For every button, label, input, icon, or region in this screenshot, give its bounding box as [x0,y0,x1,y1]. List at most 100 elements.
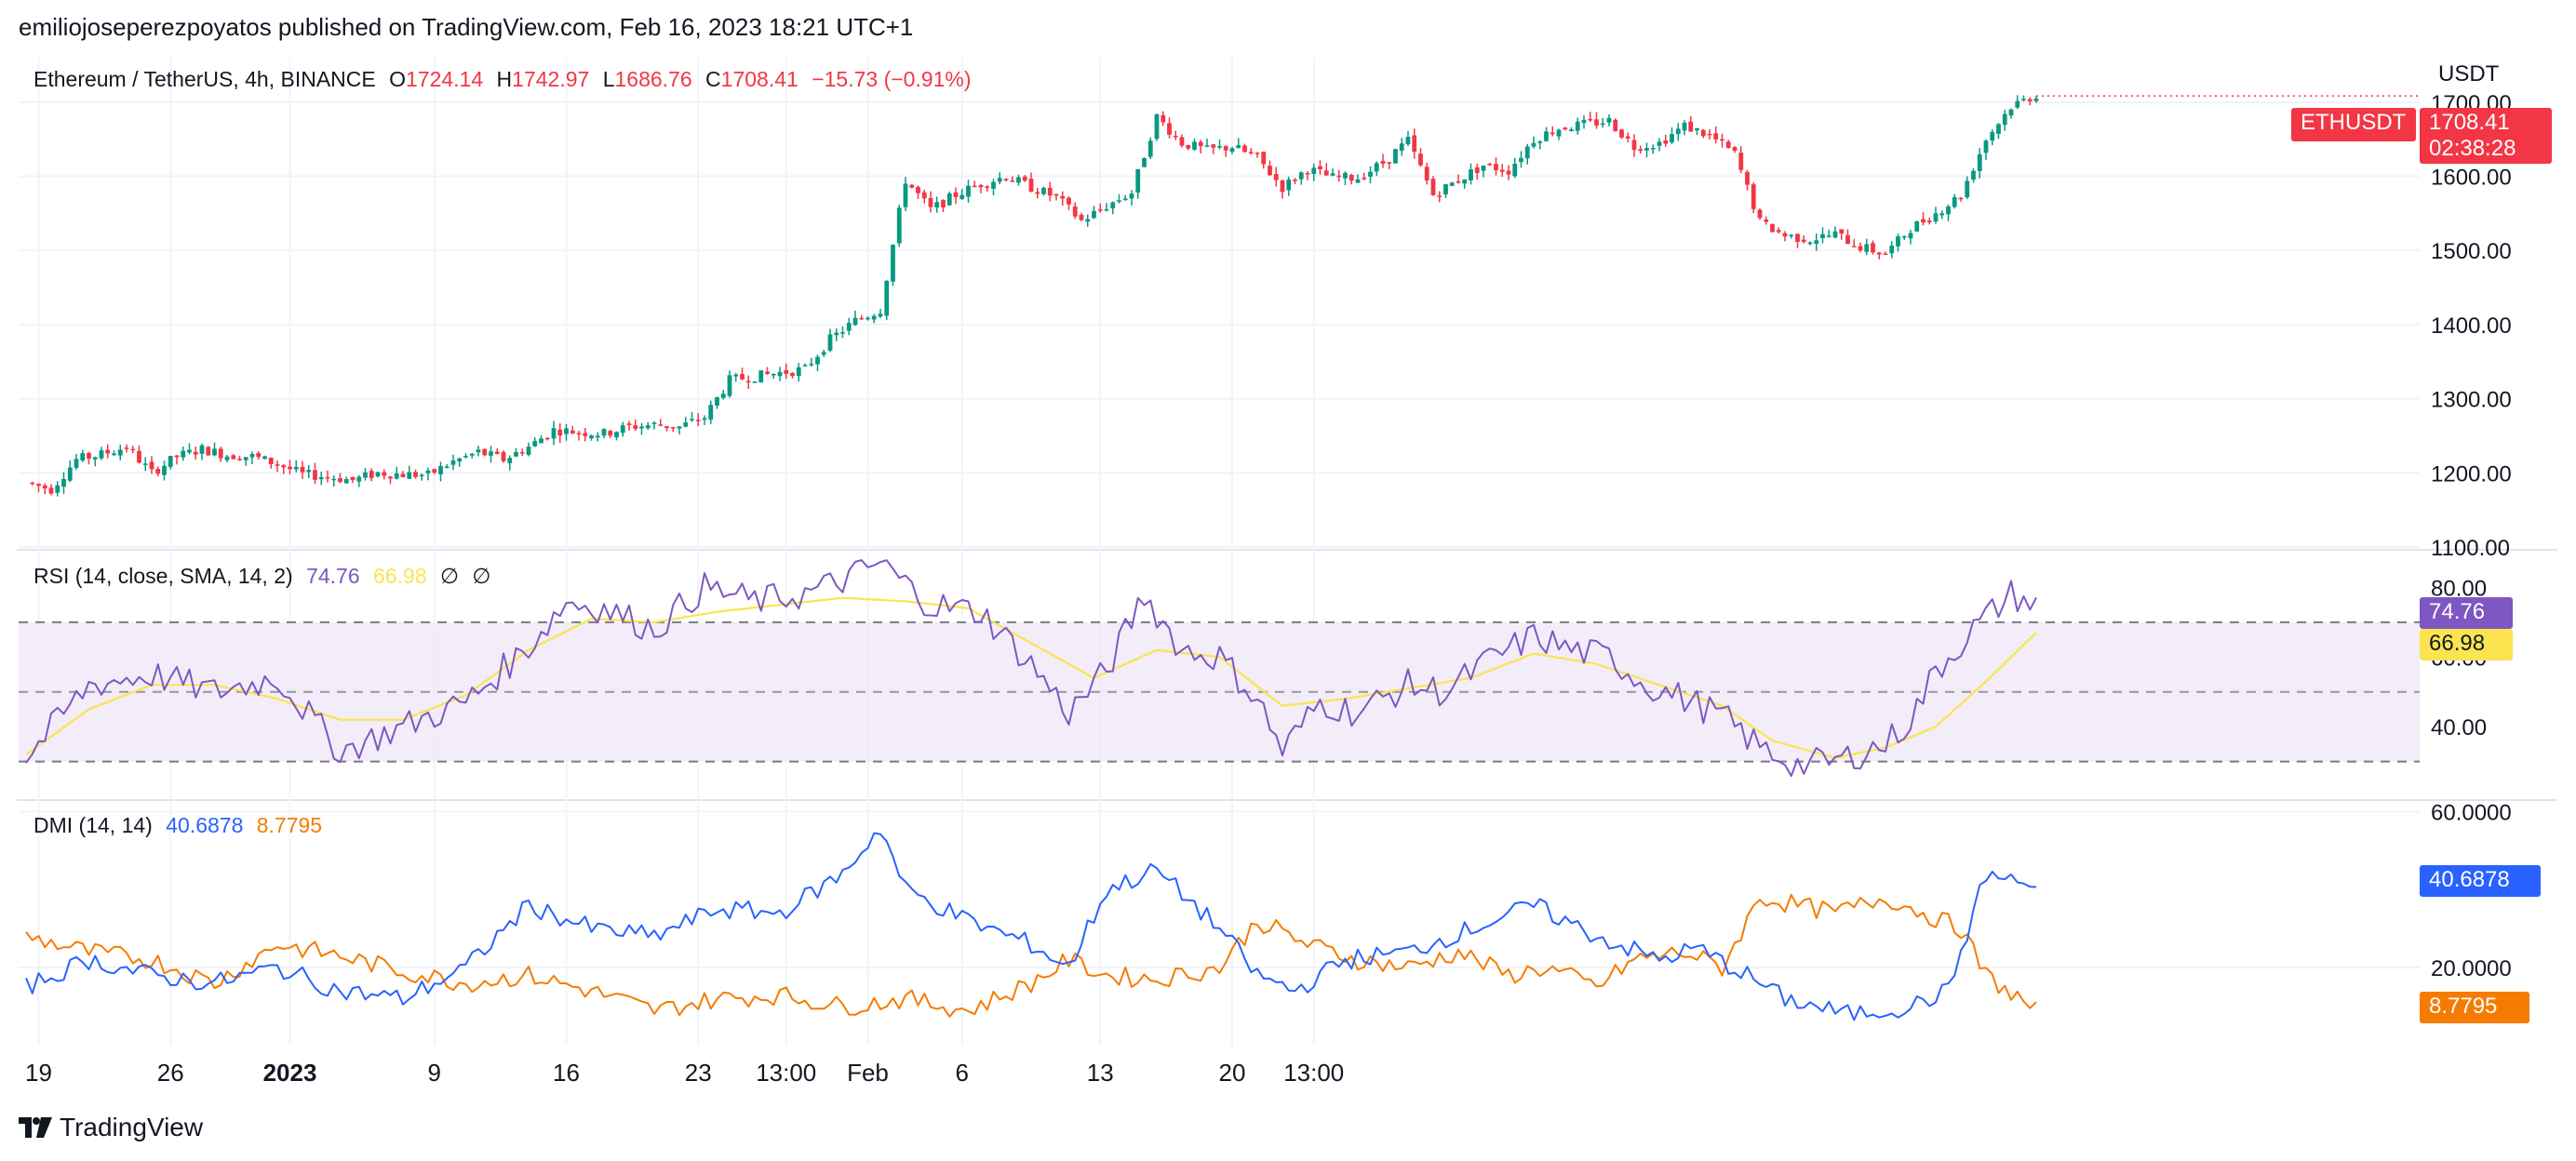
rsi-price-tag: 74.76 [2420,597,2513,629]
candle-body [809,364,814,366]
candle-body [331,478,337,481]
candle-body [48,487,54,494]
x-tick-label: 13 [1087,1059,1114,1087]
candle-body [1293,180,1297,181]
candle-body [1757,209,1763,219]
candle-body [457,458,463,462]
candle-body [551,428,557,439]
candle-body [564,428,569,434]
dmi-axis-tick: 20.0000 [2431,956,2512,981]
candle-body [1531,142,1536,147]
candle-body [1506,170,1511,175]
candle-body [1067,197,1071,205]
candle-body [1198,141,1203,147]
candle-body [1958,197,1964,200]
candle-body [1713,133,1719,140]
candle-body [1443,184,1448,194]
candle-body [1657,141,1662,146]
plus-di-line [25,832,2037,1021]
candle-body [1273,174,1279,180]
candle-body [1387,162,1392,164]
candle-body [137,450,141,463]
candle-body [1010,180,1015,182]
candle-body [413,472,418,477]
candle-body [1807,242,1813,245]
candle-body [1563,127,1568,130]
candle-body [859,317,865,320]
candle-body [1041,187,1046,194]
candle-body [771,373,776,376]
ticker-badge: ETHUSDT [2291,108,2416,141]
candle-body [1700,129,1706,137]
candle-body [514,451,518,457]
candle-body [1092,210,1096,219]
candle-body [1776,230,1781,233]
candle-body [2002,113,2007,126]
candle-body [1035,192,1040,194]
candle-body [67,467,73,481]
candle-body [1871,243,1875,253]
candle-body [1499,169,1505,172]
candle-body [1631,140,1637,151]
candle-body [36,484,41,487]
candle-body [1745,171,1750,185]
price-axis-tick: 1600.00 [2431,166,2512,191]
plus-di-price-tag: 40.6878 [2420,865,2541,897]
candle-body [583,433,588,436]
candle-body [469,453,475,456]
candle-body [614,432,619,438]
minus-di-price-tag: 8.7795 [2420,992,2529,1023]
price-axis-tick: 1200.00 [2431,461,2512,487]
candle-body [690,419,694,420]
candle-body [620,425,625,434]
candle-body [168,456,173,467]
candle-body [400,474,406,477]
candle-body [1720,139,1724,141]
candle-body [1110,202,1116,208]
candle-body [1248,152,1254,153]
rsi-legend: RSI (14, close, SMA, 14, 2) 74.76 66.98 … [34,564,498,589]
candle-body [199,445,205,454]
candle-body [1022,176,1027,181]
candle-body [1393,149,1398,164]
candle-body [124,447,129,449]
x-tick-label: Feb [847,1059,889,1087]
price-legend: Ethereum / TetherUS, 4h, BINANCE O1724.1… [34,67,979,92]
candle-body [645,425,651,429]
tradingview-logo[interactable]: TradingView [19,1113,203,1142]
candle-body [343,478,349,484]
candle-body [450,460,456,465]
candle-body [181,450,186,458]
open-value: 1724.14 [406,67,484,91]
candle-body [1789,234,1794,236]
candle-body [626,423,632,425]
candle-body [1122,198,1128,200]
candle-body [1864,244,1870,252]
candle-body [1738,153,1744,170]
candle-body [438,466,443,474]
candle-body [821,352,826,355]
dmi-legend: DMI (14, 14) 40.6878 8.7795 [34,813,329,838]
candle-body [155,469,161,474]
candle-body [1242,145,1247,153]
candle-body [1926,220,1932,222]
candle-body [1764,219,1769,222]
candle-body [1380,160,1386,164]
minus-di-value: 8.7795 [256,813,323,837]
candle-body [834,332,839,336]
candle-body [262,456,267,460]
price-axis-tick: 1100.00 [2431,536,2510,561]
candle-body [1650,148,1656,150]
candle-body [1085,219,1091,222]
candle-body [1179,137,1185,146]
candle-body [802,365,808,367]
candle-body [1060,195,1066,199]
candle-body [1280,180,1285,193]
candle-body [884,280,890,316]
candle-body [1588,118,1593,121]
candle-body [249,454,255,458]
candle-body [1374,163,1379,172]
candle-body [494,451,500,454]
candle-body [1449,182,1455,186]
